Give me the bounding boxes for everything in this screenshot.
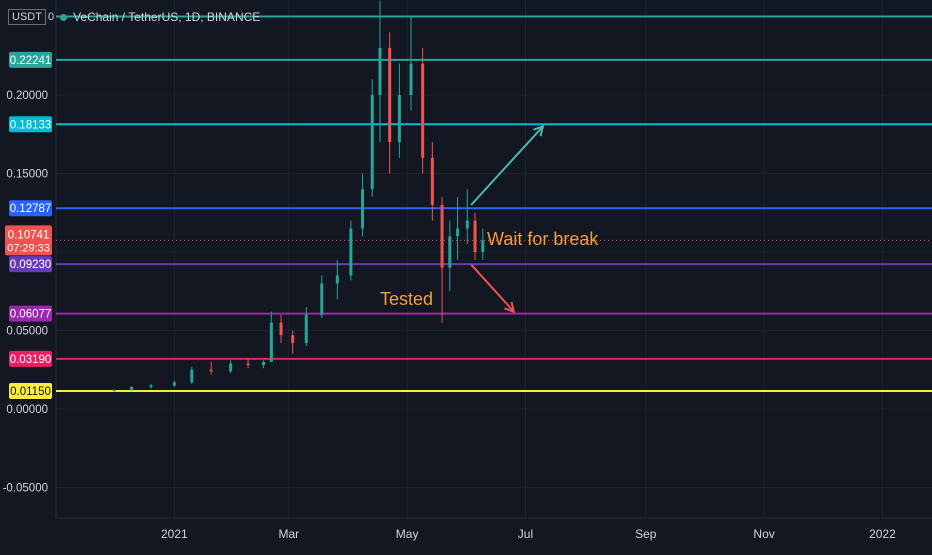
y-tick-label: 0.20000 [6,90,48,102]
x-tick-label: 2021 [161,527,188,541]
candle-body [229,363,233,372]
current-price-tag-bg [5,225,52,256]
candle-body [378,47,382,95]
price-tag-2: 0.12787 [10,203,52,215]
current-price-countdown: 07:29:33 [7,242,50,254]
x-tick-label: Sep [635,527,657,541]
candle-body [448,236,452,268]
y-tick-label: 0.15000 [6,169,48,181]
price-tag-6-bg [9,382,52,399]
price-tag-4: 0.06077 [10,309,52,321]
price-tag-3-bg [9,256,52,273]
candle-body [481,240,485,252]
currency-badge[interactable]: USDT [8,9,46,25]
candle-body [370,95,374,190]
status-dot-icon [60,13,68,21]
candle-body [279,322,283,336]
y-tick-label: -0.05000 [3,483,48,495]
candle-body [130,387,134,391]
current-price-value: 0.10741 [8,229,50,241]
price-tag-5: 0.03190 [10,354,52,366]
candle-body [421,63,425,158]
candle-body [409,63,413,95]
chart-legend: USDT 0 VeChain / TetherUS, 1D, BINANCE [8,9,260,25]
candle-body [304,314,308,344]
candle-body [456,228,460,237]
annotation-tested: Tested [380,289,433,309]
candle-body [172,382,176,386]
x-tick-label: Nov [753,527,774,541]
price-tag-6: 0.01150 [10,386,51,398]
price-tag-0: 0.22241 [10,55,52,67]
price-tag-0-bg [9,51,52,68]
price-tag-3: 0.09230 [10,259,52,271]
annotation-wait-for-break: Wait for break [487,229,599,249]
candle-body [190,369,194,383]
candle-body [320,283,324,315]
candle-body [291,335,295,344]
candle-body [269,322,273,362]
y-tick-label: 0.05000 [6,326,48,338]
candle-body [397,95,401,143]
price-tag-5-bg [9,350,52,367]
candle-body [388,47,392,143]
candle-body [349,228,353,276]
arrow-head-0 [533,124,545,137]
symbol-title: VeChain / TetherUS, 1D, BINANCE [73,10,261,24]
candle-body [112,390,116,392]
candle-body [209,369,213,372]
candle-body [473,220,477,252]
price-tag-1-bg [9,116,52,133]
candle-body [149,385,153,388]
candle-body [465,220,469,229]
arrow-line-0 [470,125,544,206]
candle-body [335,275,339,284]
candle-body [440,204,444,268]
arrow-head-1 [504,301,516,314]
x-tick-label: May [396,527,419,541]
candle-body [430,157,434,205]
arrow-line-1 [470,263,515,313]
y-tick-label: 0.00000 [6,404,48,416]
price-tag-1: 0.18133 [10,119,52,131]
x-tick-label: Mar [278,527,299,541]
candle-body [361,189,365,229]
x-tick-label: 2022 [869,527,896,541]
candle-body [262,361,266,366]
price-tag-4-bg [9,305,52,322]
price-tag-2-bg [9,200,52,217]
currency-suffix: 0 [47,11,55,23]
x-tick-label: Jul [518,527,533,541]
candle-body [246,363,250,366]
